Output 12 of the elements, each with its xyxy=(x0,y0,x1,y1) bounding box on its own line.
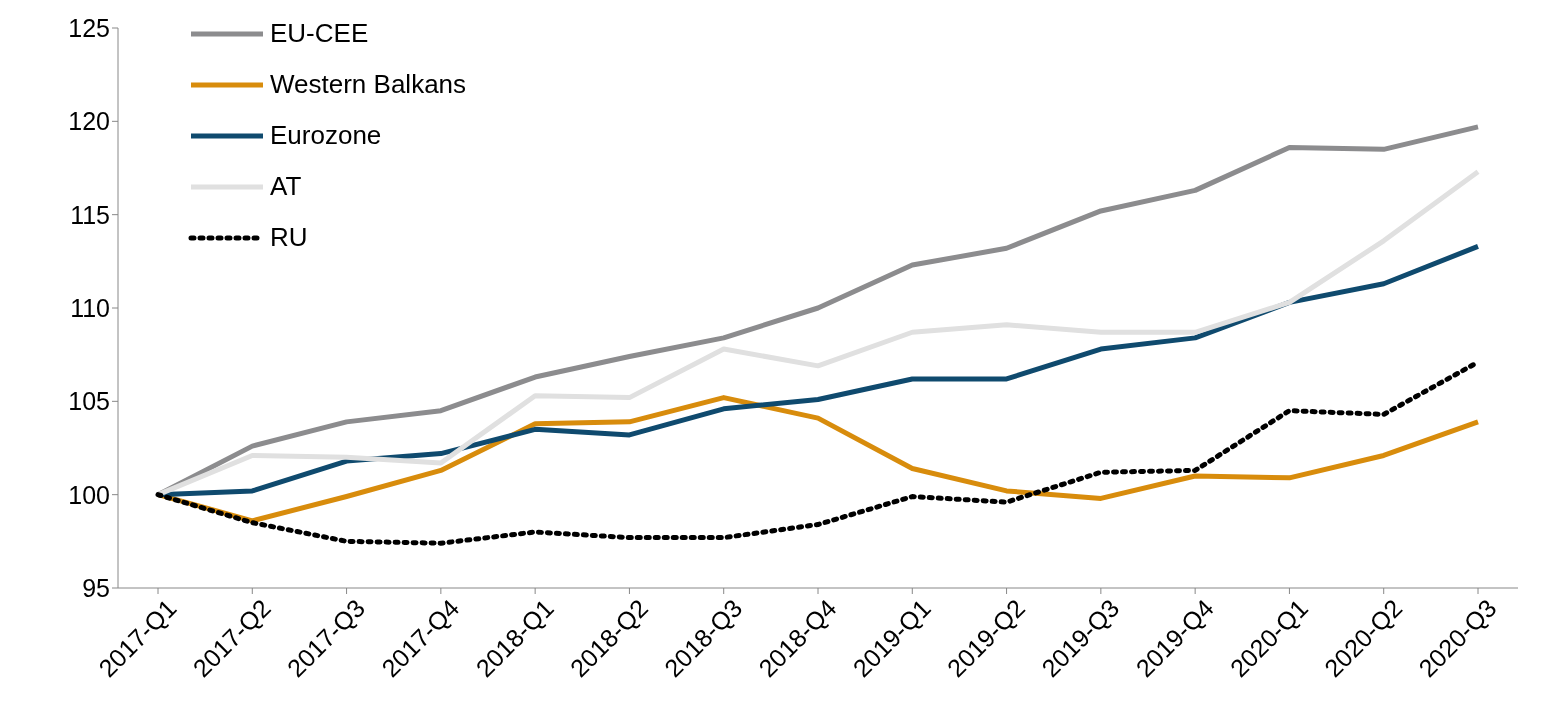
y-tick-label: 105 xyxy=(68,387,110,416)
legend-label: Western Balkans xyxy=(270,69,467,100)
legend-label: AT xyxy=(270,171,302,202)
y-tick-label: 95 xyxy=(82,573,110,602)
y-tick-label: 120 xyxy=(68,107,110,136)
legend-label: Eurozone xyxy=(270,120,382,151)
y-tick-label: 115 xyxy=(70,200,110,229)
y-tick-label: 110 xyxy=(70,293,110,322)
legend-label: EU-CEE xyxy=(270,18,369,49)
legend-label: RU xyxy=(270,222,308,253)
y-tick-label: 125 xyxy=(68,13,110,42)
y-tick-label: 100 xyxy=(68,480,110,509)
